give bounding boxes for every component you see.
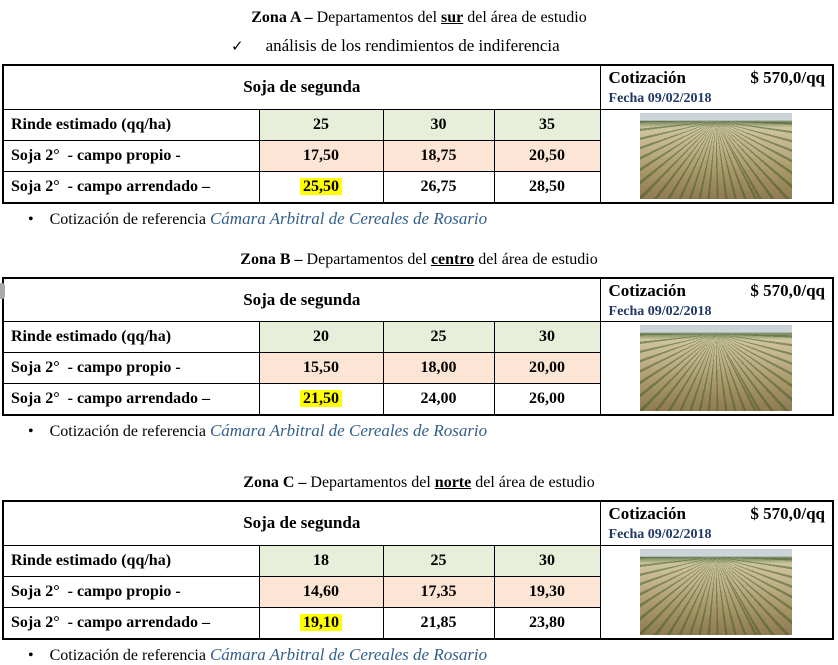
- propio-value: 20,50: [493, 139, 601, 172]
- checkmark-icon: ✓: [231, 39, 244, 55]
- row-header-rinde: Rinde estimado (qq/ha): [2, 544, 260, 577]
- cotizacion-cell: Cotización $ 570,0/qq Fecha 09/02/2018: [599, 500, 834, 546]
- zone-a-table: Soja de segunda Cotización $ 570,0/qq Fe…: [2, 64, 835, 204]
- zone-b-footnote: • Cotización de referencia Cámara Arbitra…: [28, 421, 838, 441]
- arrendado-value-highlighted: 25,50: [258, 170, 384, 204]
- cotizacion-value: $ 570,0/qq: [750, 280, 826, 300]
- zone-c-title-pre: Departamentos del: [306, 474, 435, 491]
- crop-header-cell: Soja de segunda: [2, 64, 601, 110]
- zone-c-footnote: • Cotización de referencia Cámara Arbitra…: [28, 645, 838, 665]
- cotizacion-cell: Cotización $ 570,0/qq Fecha 09/02/2018: [599, 64, 834, 110]
- rinde-value: 35: [493, 108, 601, 141]
- field-photo: [640, 325, 793, 411]
- footnote-reference: Cámara Arbitral de Cereales de Rosario: [209, 208, 488, 228]
- arrendado-value: 23,80: [493, 606, 601, 640]
- left-edge-artifact: [0, 283, 5, 299]
- footnote-plain: Cotización de referencia: [49, 423, 210, 440]
- rinde-value: 30: [493, 320, 601, 354]
- row-header-arrendado: Soja 2° - campo arrendado –: [2, 170, 260, 204]
- row-header-rinde: Rinde estimado (qq/ha): [2, 320, 260, 354]
- zone-b-table: Soja de segunda Cotización $ 570,0/qq Fe…: [2, 276, 835, 416]
- field-photo: [640, 112, 793, 199]
- arrendado-value: 26,75: [382, 170, 495, 204]
- row-header-arrendado: Soja 2° - campo arrendado –: [2, 606, 260, 640]
- zone-c-title-region: norte: [434, 474, 472, 491]
- fecha-label: Fecha 09/02/2018: [608, 527, 712, 542]
- cotizacion-value: $ 570,0/qq: [750, 68, 826, 87]
- row-header-propio: Soja 2° - campo propio -: [2, 139, 260, 172]
- zone-a-title-pre: Departamentos del: [312, 9, 442, 26]
- zone-b-title-pre: Departamentos del: [302, 250, 431, 268]
- rinde-value: 25: [382, 544, 495, 577]
- zone-c-table: Soja de segunda Cotización $ 570,0/qq Fe…: [2, 500, 835, 640]
- rinde-value: 18: [258, 544, 384, 577]
- zone-c-title: Zona C – Departamentos del norte del áre…: [0, 473, 838, 492]
- propio-value: 20,00: [493, 352, 601, 385]
- zone-b-title-zone: Zona B –: [240, 250, 303, 268]
- propio-value: 15,50: [258, 352, 384, 385]
- field-photo-cell: [599, 544, 834, 639]
- arrendado-value: 28,50: [493, 170, 601, 204]
- zone-a-title-post: del área de estudio: [463, 9, 587, 26]
- zone-a-footnote: • Cotización de referencia Cámara Arbitra…: [28, 209, 838, 229]
- cotizacion-label: Cotización: [608, 68, 686, 87]
- zone-a-title-zone: Zona A –: [251, 9, 313, 26]
- cotizacion-label: Cotización: [608, 504, 686, 523]
- analysis-check-line: ✓ análisis de los rendimientos de indifer…: [231, 36, 838, 56]
- arrendado-value-highlighted: 21,50: [258, 383, 384, 416]
- propio-value: 17,50: [258, 139, 384, 172]
- propio-value: 18,00: [382, 352, 495, 385]
- zone-c-title-zone: Zona C –: [243, 474, 307, 491]
- field-photo: [640, 548, 793, 635]
- rinde-value: 20: [258, 320, 384, 354]
- field-photo-cell: [599, 321, 834, 416]
- footnote-reference: Cámara Arbitral de Cereales de Rosario: [209, 644, 488, 664]
- rinde-value: 25: [382, 320, 495, 354]
- bullet-icon: •: [28, 423, 34, 440]
- row-header-rinde: Rinde estimado (qq/ha): [2, 108, 260, 141]
- rinde-value: 30: [382, 108, 495, 141]
- field-photo-cell: [599, 108, 834, 203]
- zone-a-title-region: sur: [441, 9, 464, 26]
- zone-a-title: Zona A – Departamentos del sur del área …: [0, 0, 838, 27]
- cotizacion-value: $ 570,0/qq: [750, 504, 826, 523]
- row-header-propio: Soja 2° - campo propio -: [2, 352, 260, 385]
- arrendado-value: 21,85: [382, 606, 495, 640]
- zone-b-title: Zona B – Departamentos del centro del ár…: [0, 250, 838, 269]
- rinde-value: 25: [258, 108, 384, 141]
- row-header-arrendado: Soja 2° - campo arrendado –: [2, 383, 260, 416]
- arrendado-value: 24,00: [382, 383, 495, 416]
- propio-value: 14,60: [258, 575, 384, 608]
- propio-value: 18,75: [382, 139, 495, 172]
- propio-value: 17,35: [382, 575, 495, 608]
- cotizacion-label: Cotización: [608, 280, 686, 300]
- cotizacion-cell: Cotización $ 570,0/qq Fecha 09/02/2018: [599, 277, 834, 322]
- footnote-plain: Cotización de referencia: [49, 646, 210, 664]
- arrendado-value: 26,00: [493, 383, 601, 416]
- analysis-check-text: análisis de los rendimientos de indifere…: [265, 36, 560, 55]
- crop-header-cell: Soja de segunda: [2, 500, 601, 546]
- footnote-plain: Cotización de referencia: [49, 210, 210, 228]
- fecha-label: Fecha 09/02/2018: [608, 91, 712, 106]
- fecha-label: Fecha 09/02/2018: [608, 303, 712, 319]
- zone-c-title-post: del área de estudio: [471, 474, 595, 491]
- propio-value: 19,30: [493, 575, 601, 608]
- row-header-propio: Soja 2° - campo propio -: [2, 575, 260, 608]
- footnote-reference: Cámara Arbitral de Cereales de Rosario: [209, 421, 488, 440]
- rinde-value: 30: [493, 544, 601, 577]
- bullet-icon: •: [28, 646, 34, 664]
- zone-b-title-region: centro: [430, 250, 475, 268]
- arrendado-value-highlighted: 19,10: [258, 606, 384, 640]
- zone-b-title-post: del área de estudio: [474, 250, 598, 268]
- crop-header-cell: Soja de segunda: [2, 277, 601, 322]
- bullet-icon: •: [28, 210, 34, 228]
